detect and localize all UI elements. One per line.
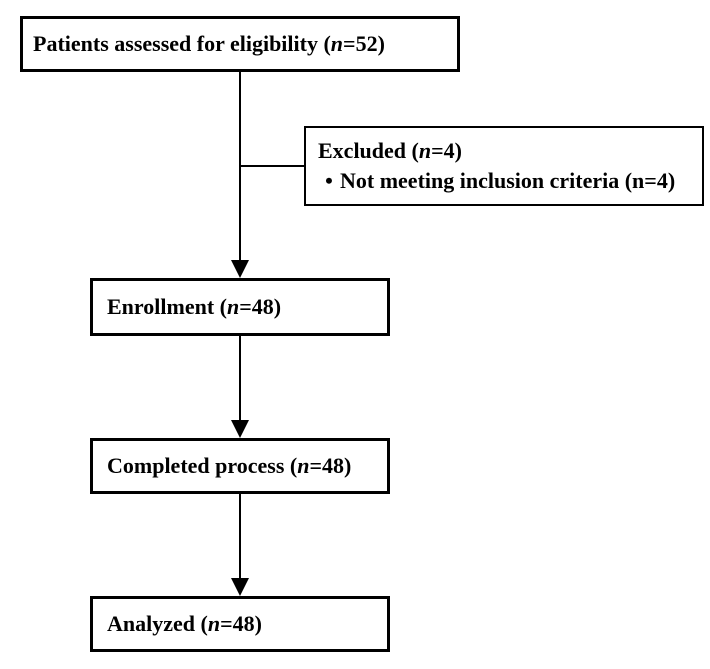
text-n: n (227, 294, 239, 319)
text: =48) (239, 294, 281, 319)
text: =4) (431, 138, 462, 163)
node-enrollment-label: Enrollment (n=48) (107, 294, 387, 320)
node-completed-label: Completed process (n=48) (107, 453, 387, 479)
text: =52) (343, 31, 385, 56)
node-assessed: Patients assessed for eligibility (n=52) (20, 16, 460, 72)
flowchart-canvas: Patients assessed for eligibility (n=52)… (0, 0, 710, 669)
text-n: n (208, 611, 220, 636)
text: Excluded ( (318, 138, 419, 163)
node-completed: Completed process (n=48) (90, 438, 390, 494)
node-analyzed: Analyzed (n=48) (90, 596, 390, 652)
text: Patients assessed for eligibility ( (33, 31, 331, 56)
text-n: n (331, 31, 343, 56)
text: Analyzed ( (107, 611, 208, 636)
node-excluded-label: Excluded (n=4) (318, 138, 702, 164)
text: =48) (220, 611, 262, 636)
node-enrollment: Enrollment (n=48) (90, 278, 390, 336)
text: Enrollment ( (107, 294, 227, 319)
text-n: n (419, 138, 431, 163)
node-excluded-bullet: •Not meeting inclusion criteria (n=4) (318, 168, 702, 194)
bullet-text: Not meeting inclusion criteria (n=4) (340, 168, 675, 193)
node-analyzed-label: Analyzed (n=48) (107, 611, 387, 637)
text-n: n (297, 453, 309, 478)
bullet-icon: • (318, 168, 340, 194)
node-excluded: Excluded (n=4) •Not meeting inclusion cr… (304, 126, 704, 206)
text: =48) (309, 453, 351, 478)
text: Completed process ( (107, 453, 297, 478)
node-assessed-label: Patients assessed for eligibility (n=52) (33, 31, 457, 57)
